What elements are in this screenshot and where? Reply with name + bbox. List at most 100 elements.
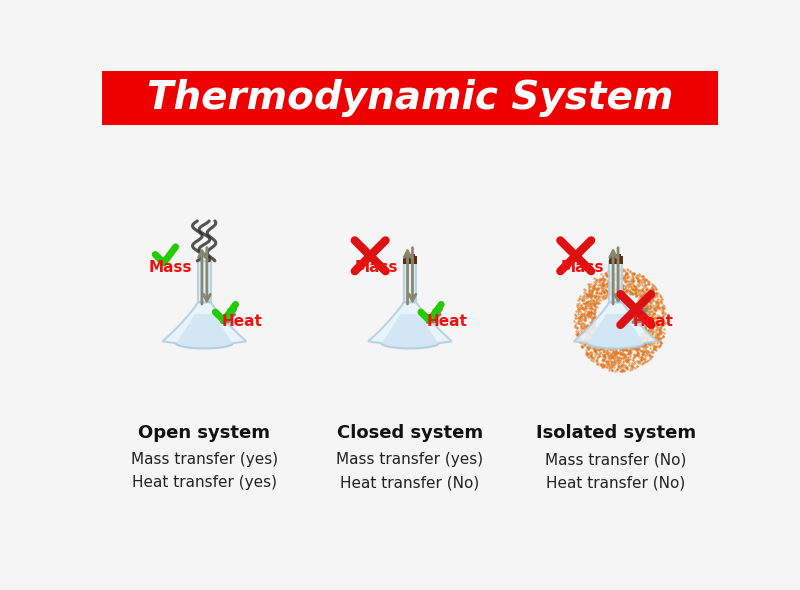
Point (602, 289, 615, 298)
Point (598, 347, 610, 356)
Point (603, 289, 616, 299)
Point (586, 304, 599, 314)
Point (619, 363, 632, 373)
Point (642, 329, 655, 338)
Point (638, 303, 650, 313)
Point (602, 358, 614, 368)
Point (643, 327, 656, 337)
Point (574, 302, 586, 312)
Point (643, 290, 656, 299)
Point (611, 286, 624, 296)
Point (646, 323, 658, 333)
Point (570, 324, 583, 333)
Point (608, 284, 621, 294)
Point (612, 278, 625, 288)
Point (594, 348, 606, 357)
Point (581, 297, 594, 306)
Point (582, 343, 595, 352)
Point (622, 355, 634, 364)
Point (658, 301, 670, 311)
Point (579, 339, 592, 349)
Point (626, 365, 638, 374)
Point (643, 315, 656, 324)
Point (648, 343, 661, 353)
Point (636, 353, 649, 363)
Point (633, 293, 646, 303)
Point (578, 304, 590, 314)
Point (610, 346, 622, 356)
Point (576, 328, 589, 337)
Point (586, 332, 599, 342)
Point (598, 342, 610, 351)
Point (603, 359, 616, 369)
Point (578, 340, 590, 349)
Point (574, 294, 586, 303)
Point (586, 283, 599, 293)
Point (584, 296, 597, 305)
Point (612, 267, 625, 276)
Point (586, 323, 598, 333)
Point (577, 304, 590, 314)
Point (647, 344, 660, 353)
Point (609, 284, 622, 293)
Point (636, 349, 649, 359)
Point (606, 353, 618, 362)
Point (650, 299, 662, 309)
Point (588, 293, 601, 302)
Point (629, 289, 642, 298)
Point (634, 295, 647, 304)
Point (644, 340, 657, 349)
Point (652, 312, 665, 322)
Point (621, 265, 634, 274)
Point (630, 273, 642, 282)
Point (623, 287, 636, 297)
Point (586, 285, 598, 294)
Point (650, 345, 662, 355)
Point (610, 344, 622, 353)
Text: Heat: Heat (222, 313, 262, 329)
Point (589, 326, 602, 335)
Point (644, 324, 657, 334)
Point (603, 278, 616, 288)
Point (638, 355, 651, 364)
Point (593, 352, 606, 361)
Point (602, 281, 614, 291)
Point (645, 348, 658, 357)
Point (589, 335, 602, 344)
Point (632, 286, 645, 296)
Point (579, 345, 592, 355)
Point (610, 269, 622, 278)
Point (643, 343, 656, 353)
Point (602, 277, 615, 287)
Point (586, 291, 598, 301)
Point (636, 287, 649, 296)
Point (638, 282, 651, 291)
Point (650, 289, 662, 298)
Point (579, 301, 592, 311)
Point (650, 291, 663, 301)
Point (614, 361, 627, 371)
Point (573, 313, 586, 322)
Point (622, 348, 635, 358)
Point (634, 291, 647, 300)
Point (643, 303, 656, 312)
Point (612, 275, 625, 284)
Point (618, 281, 631, 290)
Point (580, 348, 593, 358)
Point (609, 359, 622, 369)
Point (570, 313, 582, 323)
Point (598, 360, 610, 369)
Point (592, 292, 605, 301)
Point (578, 289, 591, 299)
Point (645, 301, 658, 310)
Point (586, 299, 599, 308)
Point (651, 303, 664, 313)
Point (607, 352, 620, 361)
Point (649, 345, 662, 354)
Point (586, 286, 598, 295)
Point (643, 285, 656, 294)
Point (586, 286, 598, 296)
Text: Thermodynamic System: Thermodynamic System (147, 78, 673, 117)
Point (591, 331, 604, 340)
Point (648, 317, 661, 326)
